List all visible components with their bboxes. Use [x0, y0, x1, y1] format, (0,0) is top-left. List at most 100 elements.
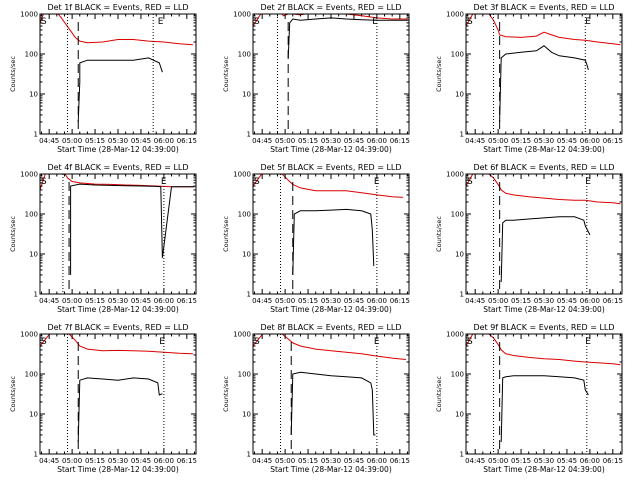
- chart-title: Det 4f BLACK = Events, RED = LLD: [47, 163, 188, 172]
- x-tick-label: 06:00: [580, 457, 600, 465]
- x-tick-label: 05:00: [62, 457, 82, 465]
- x-axis-label: Start Time (28-Mar-12 04:39:00): [483, 465, 605, 474]
- x-tick-label: 05:15: [85, 457, 105, 465]
- plot-area: [253, 334, 406, 436]
- x-tick-label: 04:45: [465, 137, 485, 145]
- x-tick-label: 05:00: [488, 457, 508, 465]
- lld-series-line: [40, 334, 193, 355]
- y-tick-label: 100: [238, 371, 251, 379]
- chart-title: Det 3f BLACK = Events, RED = LLD: [473, 3, 614, 12]
- x-tick-label: 06:15: [390, 137, 410, 145]
- x-tick-label: 04:45: [39, 457, 59, 465]
- y-tick-label: 1000: [233, 171, 251, 179]
- x-tick-label: 06:15: [603, 137, 623, 145]
- x-tick-label: 04:45: [465, 457, 485, 465]
- events-series-line: [292, 208, 375, 275]
- lld-series-line: [466, 334, 621, 366]
- y-tick-label: 10: [455, 411, 464, 419]
- axes-frame: [39, 13, 197, 135]
- x-axis-label: Start Time (28-Mar-12 04:39:00): [270, 465, 392, 474]
- y-tick-label: 10: [455, 91, 464, 99]
- y-tick-label: 10: [29, 411, 38, 419]
- y-tick-label: 1000: [20, 331, 38, 339]
- x-tick-label: 06:15: [177, 457, 197, 465]
- y-tick-label: 100: [25, 211, 38, 219]
- x-tick-label: 05:00: [275, 457, 295, 465]
- start-marker: S: [254, 17, 260, 27]
- x-tick-label: 05:15: [511, 297, 531, 305]
- end-marker: E: [161, 177, 167, 187]
- x-tick-label: 04:45: [39, 297, 59, 305]
- x-axis-label: Start Time (28-Mar-12 04:39:00): [270, 305, 392, 314]
- y-tick-label: 1: [460, 451, 464, 459]
- x-tick-label: 04:45: [252, 457, 272, 465]
- y-tick-label: 1: [34, 451, 38, 459]
- end-marker: E: [372, 17, 378, 27]
- axes-frame: [252, 13, 410, 135]
- start-marker: S: [41, 177, 47, 187]
- y-tick-label: 100: [451, 371, 464, 379]
- end-marker: E: [158, 17, 164, 27]
- chart-title: Det 5f BLACK = Events, RED = LLD: [260, 163, 401, 172]
- x-tick-label: 06:15: [603, 297, 623, 305]
- x-tick-label: 05:45: [344, 297, 364, 305]
- x-tick-label: 06:00: [367, 137, 387, 145]
- y-axis-label: Counts/sec: [222, 376, 230, 412]
- y-tick-label: 100: [25, 371, 38, 379]
- events-series-line: [77, 57, 163, 123]
- x-tick-label: 05:00: [62, 297, 82, 305]
- y-tick-label: 1000: [20, 11, 38, 19]
- plot-area: [466, 174, 621, 283]
- x-tick-label: 05:45: [131, 457, 151, 465]
- events-series-line: [77, 377, 163, 443]
- x-tick-label: 05:45: [344, 137, 364, 145]
- end-marker: E: [374, 337, 380, 347]
- y-tick-label: 1: [34, 291, 38, 299]
- x-tick-label: 06:00: [367, 297, 387, 305]
- x-tick-label: 06:00: [580, 137, 600, 145]
- y-tick-label: 1: [247, 291, 251, 299]
- x-tick-label: 05:45: [557, 457, 577, 465]
- x-tick-label: 06:15: [177, 137, 197, 145]
- lld-series-line: [466, 14, 621, 46]
- y-axis-label: Counts/sec: [222, 56, 230, 92]
- y-tick-label: 1: [460, 131, 464, 139]
- y-tick-label: 10: [242, 251, 251, 259]
- chart-title: Det 7f BLACK = Events, RED = LLD: [47, 323, 188, 332]
- chart-title: Det 6f BLACK = Events, RED = LLD: [473, 163, 614, 172]
- plot-area: [253, 174, 403, 275]
- plot-area: [466, 334, 621, 443]
- start-marker: S: [254, 177, 260, 187]
- y-tick-label: 1: [34, 131, 38, 139]
- x-tick-label: 05:15: [298, 457, 318, 465]
- x-tick-label: 05:15: [511, 137, 531, 145]
- y-tick-label: 100: [451, 211, 464, 219]
- y-tick-label: 1000: [446, 331, 464, 339]
- x-tick-label: 05:45: [344, 457, 364, 465]
- x-tick-label: 05:30: [534, 297, 554, 305]
- start-marker: S: [467, 177, 473, 187]
- y-axis-label: Counts/sec: [222, 216, 230, 252]
- y-tick-label: 1000: [233, 331, 251, 339]
- x-tick-label: 04:45: [39, 137, 59, 145]
- y-tick-label: 1: [460, 291, 464, 299]
- x-tick-label: 05:45: [557, 297, 577, 305]
- x-axis-label: Start Time (28-Mar-12 04:39:00): [57, 305, 179, 314]
- x-tick-label: 06:00: [367, 457, 387, 465]
- lld-series-line: [253, 174, 403, 198]
- y-tick-label: 100: [451, 51, 464, 59]
- events-series-line: [500, 216, 591, 283]
- end-marker: E: [159, 337, 165, 347]
- x-axis-label: Start Time (28-Mar-12 04:39:00): [57, 145, 179, 154]
- end-marker: E: [585, 337, 591, 347]
- axes-frame: [252, 173, 410, 295]
- x-tick-label: 05:00: [488, 137, 508, 145]
- y-axis-label: Counts/sec: [9, 216, 17, 252]
- x-tick-label: 06:00: [580, 297, 600, 305]
